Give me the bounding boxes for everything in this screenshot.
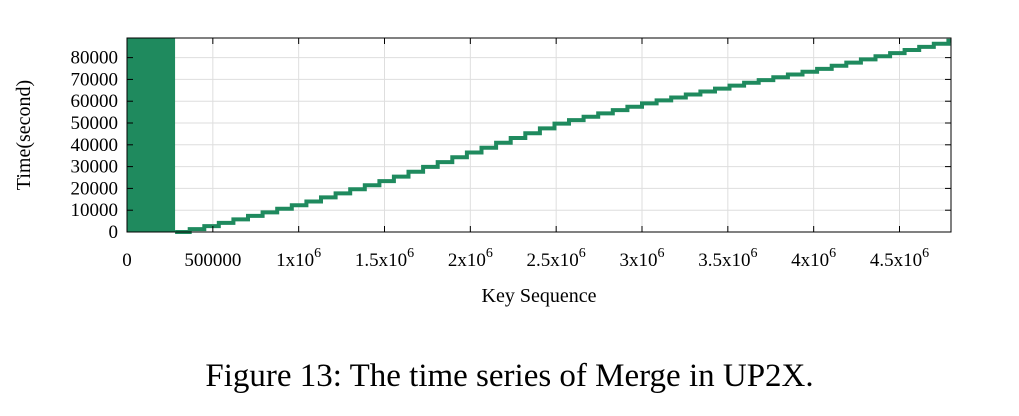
x-tick-label: 2x106: [448, 246, 493, 271]
y-axis-title: Time(second): [13, 80, 35, 190]
x-tick-label: 0: [122, 250, 132, 271]
x-tick-label: 4.5x106: [870, 246, 929, 271]
dense-data-block: [127, 38, 176, 232]
figure-caption: Figure 13: The time series of Merge in U…: [205, 358, 814, 394]
y-tick-label: 60000: [71, 91, 119, 112]
y-tick-label: 30000: [71, 157, 119, 178]
x-tick-label: 2.5x106: [527, 246, 586, 271]
y-tick-label: 0: [109, 222, 119, 243]
series-line: [175, 38, 951, 234]
x-tick-label: 1x106: [276, 246, 321, 271]
x-tick-label: 3.5x106: [698, 246, 757, 271]
y-tick-label: 50000: [71, 113, 119, 134]
x-tick-label: 4x106: [791, 246, 836, 271]
time-series-chart: 0 500000 1x106 1.5x106 2x106 2.5x106 3x106 3.5x…: [13, 37, 952, 307]
axis-ticks: 0 500000 1x106 1.5x106 2x106 2.5x106 3x106 3.5x…: [71, 38, 951, 271]
grid-lines: [127, 38, 951, 232]
plot-frame: [126, 37, 952, 233]
x-tick-label: 1.5x106: [355, 246, 414, 271]
x-tick-label: 3x106: [620, 246, 665, 271]
y-tick-label: 40000: [71, 135, 119, 156]
y-tick-label: 20000: [71, 178, 119, 199]
x-axis-title: Key Sequence: [482, 285, 597, 307]
plot-data: [127, 38, 951, 234]
y-tick-label: 80000: [71, 48, 119, 69]
y-tick-label: 10000: [71, 200, 119, 221]
x-tick-label: 500000: [184, 250, 241, 271]
y-tick-label: 70000: [71, 69, 119, 90]
